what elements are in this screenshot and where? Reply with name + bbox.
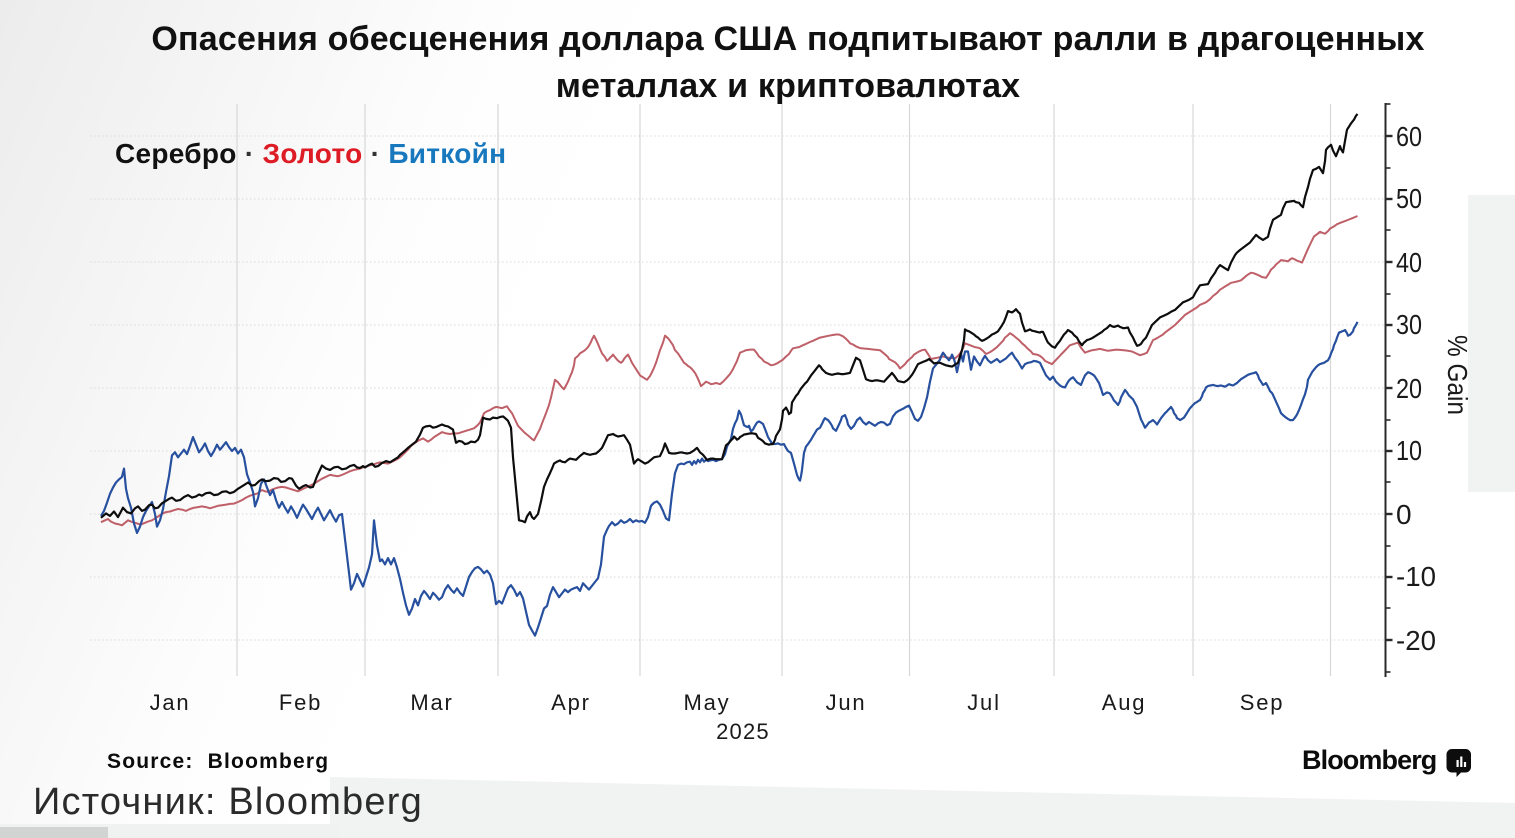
svg-text:Jul: Jul (967, 690, 1001, 715)
svg-text:50: 50 (1396, 183, 1422, 214)
svg-text:-20: -20 (1396, 625, 1436, 656)
svg-text:Feb: Feb (279, 690, 322, 715)
svg-text:Jan: Jan (150, 690, 191, 715)
svg-text:20: 20 (1396, 373, 1422, 404)
svg-text:30: 30 (1396, 309, 1422, 340)
svg-text:40: 40 (1396, 247, 1422, 278)
svg-text:% Gain: % Gain (1442, 335, 1473, 415)
svg-text:Mar: Mar (410, 690, 453, 715)
svg-text:-10: -10 (1396, 561, 1436, 592)
svg-text:Apr: Apr (551, 690, 591, 715)
svg-text:2025: 2025 (716, 719, 770, 744)
svg-text:Sep: Sep (1240, 690, 1285, 715)
svg-text:10: 10 (1396, 435, 1422, 466)
svg-text:0: 0 (1396, 499, 1412, 530)
svg-text:Aug: Aug (1102, 690, 1147, 715)
svg-text:May: May (684, 690, 731, 715)
svg-text:Jun: Jun (826, 690, 867, 715)
svg-text:60: 60 (1396, 121, 1422, 152)
